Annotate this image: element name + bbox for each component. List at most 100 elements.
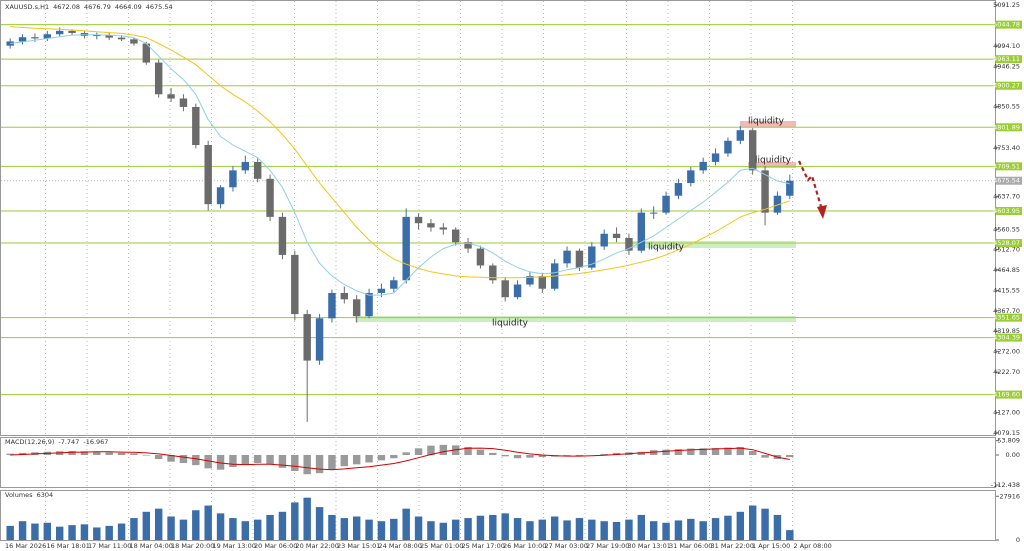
x-tick-label: 30 Mar 13:01 (628, 542, 671, 550)
macd-bar (204, 454, 212, 469)
candle-body (563, 250, 571, 264)
macd-bar (674, 449, 683, 455)
header-value: -16.967 (83, 438, 108, 446)
main-pane (0, 0, 996, 436)
volume-bar (142, 511, 151, 540)
macd-bar (117, 452, 126, 455)
candle-body (253, 161, 262, 179)
candle-body (464, 242, 472, 249)
liquidity-zone (632, 241, 796, 248)
y-tick-label: 0.00 (1006, 451, 1020, 459)
volume-bar (315, 507, 324, 540)
volume-bar (229, 518, 237, 540)
macd-bar (142, 454, 151, 456)
volume-bar (68, 525, 76, 540)
volume-bar (216, 513, 225, 540)
x-tick-label: 19 Mar 13:00 (213, 542, 256, 550)
macd-bar (687, 448, 695, 455)
level-label: 4351.65 (993, 314, 1020, 322)
candle-body (377, 288, 386, 293)
level-label: 4709.51 (993, 162, 1020, 170)
volume-bar (427, 521, 435, 540)
volume-bar (167, 516, 175, 540)
macd-bar (80, 451, 89, 455)
y-tick-label: 4560.55 (993, 225, 1020, 233)
volume-bar (266, 514, 274, 540)
x-tick-label: 25 Mar 01:00 (420, 542, 463, 550)
macd-bar (476, 449, 485, 455)
macd-bar (192, 454, 200, 466)
x-tick-label: 24 Mar 08:00 (379, 542, 422, 550)
volume-bar (575, 518, 584, 540)
candle-body (724, 140, 732, 154)
level-tag (996, 162, 1022, 171)
level-tag (996, 333, 1022, 342)
volume-bar (501, 513, 509, 540)
candle-body (167, 94, 175, 99)
level-tag (996, 206, 1022, 215)
macd-header: MACD(12,26,9) -7.747 -16.967 (5, 438, 108, 446)
volume-bar (637, 514, 646, 540)
level-label: 4963.11 (993, 55, 1020, 63)
macd-bar (662, 449, 670, 455)
y-tick-label: 4079.15 (993, 429, 1020, 437)
candle-body (748, 130, 757, 171)
candle-body (662, 195, 670, 213)
y-tick-label: 4272.00 (993, 347, 1020, 355)
volume-bar (31, 523, 39, 540)
liquidity-zone (355, 316, 796, 322)
candle-body (241, 161, 250, 171)
candle-body (439, 227, 448, 230)
macd-bar (402, 452, 410, 455)
y-tick-label: 4222.70 (993, 368, 1020, 376)
x-tick-label: 23 Mar 15:01 (337, 542, 380, 550)
macd-bar (612, 452, 621, 455)
price-label: 4675.54 (993, 177, 1020, 185)
candle-body (105, 35, 113, 38)
volume-bar (711, 518, 720, 540)
annotation: liquidity (648, 243, 685, 253)
symbol: XAUUSD.s,H1 (5, 3, 49, 11)
volume-bar (600, 521, 608, 540)
level-tag (996, 313, 1022, 322)
macd-bar (278, 454, 287, 468)
macd-pane (0, 437, 996, 488)
volume-bar (550, 516, 559, 540)
candle-body (142, 43, 151, 63)
candle-body (625, 238, 633, 251)
level-label: 4603.95 (993, 207, 1020, 215)
header-value: 4672.08 (53, 3, 80, 11)
level-tag (996, 123, 1022, 132)
macd-bar (154, 454, 163, 460)
liquidity-zone (748, 162, 796, 168)
macd-bar (600, 453, 608, 455)
candle-body (501, 280, 509, 298)
x-tick-label: 26 Mar 10:00 (503, 542, 546, 550)
volume-bar (303, 497, 311, 540)
volume-bar (625, 519, 633, 540)
volume-bar (93, 527, 101, 540)
y-tick-label: 53.809 (997, 437, 1020, 445)
y-tick-label: 4464.85 (993, 266, 1020, 274)
volume-bar (204, 505, 212, 540)
candle-body (291, 254, 299, 315)
macd-bar (229, 454, 237, 468)
macd-bar (786, 454, 794, 458)
volume-bar (538, 519, 547, 540)
volume-bar (761, 508, 769, 540)
volume-bar (192, 510, 200, 540)
macd-bar (736, 446, 745, 455)
header-value: 6304 (37, 491, 54, 499)
arrow-head (817, 205, 827, 219)
macd-bar (266, 454, 274, 465)
y-tick-label: 4512.70 (993, 246, 1020, 254)
macd-signal (10, 447, 790, 471)
annotation: liquidity (492, 319, 529, 329)
volume-bar (687, 518, 695, 540)
macd-bar (6, 453, 14, 455)
volume-bar (328, 514, 336, 540)
macd-bar (328, 454, 336, 470)
macd-bar (724, 447, 732, 455)
macd-label: MACD(12,26,9) (5, 438, 54, 446)
